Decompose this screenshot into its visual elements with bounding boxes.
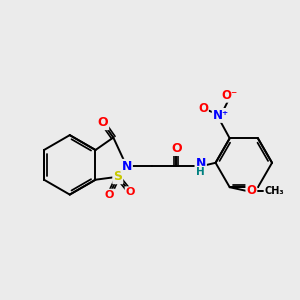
Text: O: O bbox=[126, 187, 135, 197]
Text: N⁺: N⁺ bbox=[213, 109, 229, 122]
Text: O: O bbox=[98, 116, 108, 129]
Text: O: O bbox=[171, 142, 181, 155]
Text: O: O bbox=[198, 102, 208, 116]
Text: N: N bbox=[122, 160, 132, 173]
Text: H: H bbox=[196, 167, 205, 177]
Text: O: O bbox=[105, 190, 114, 200]
Text: CH₃: CH₃ bbox=[265, 186, 284, 196]
Text: N: N bbox=[196, 157, 206, 170]
Text: O: O bbox=[246, 184, 256, 197]
Text: S: S bbox=[113, 170, 122, 183]
Text: O⁻: O⁻ bbox=[222, 89, 238, 102]
